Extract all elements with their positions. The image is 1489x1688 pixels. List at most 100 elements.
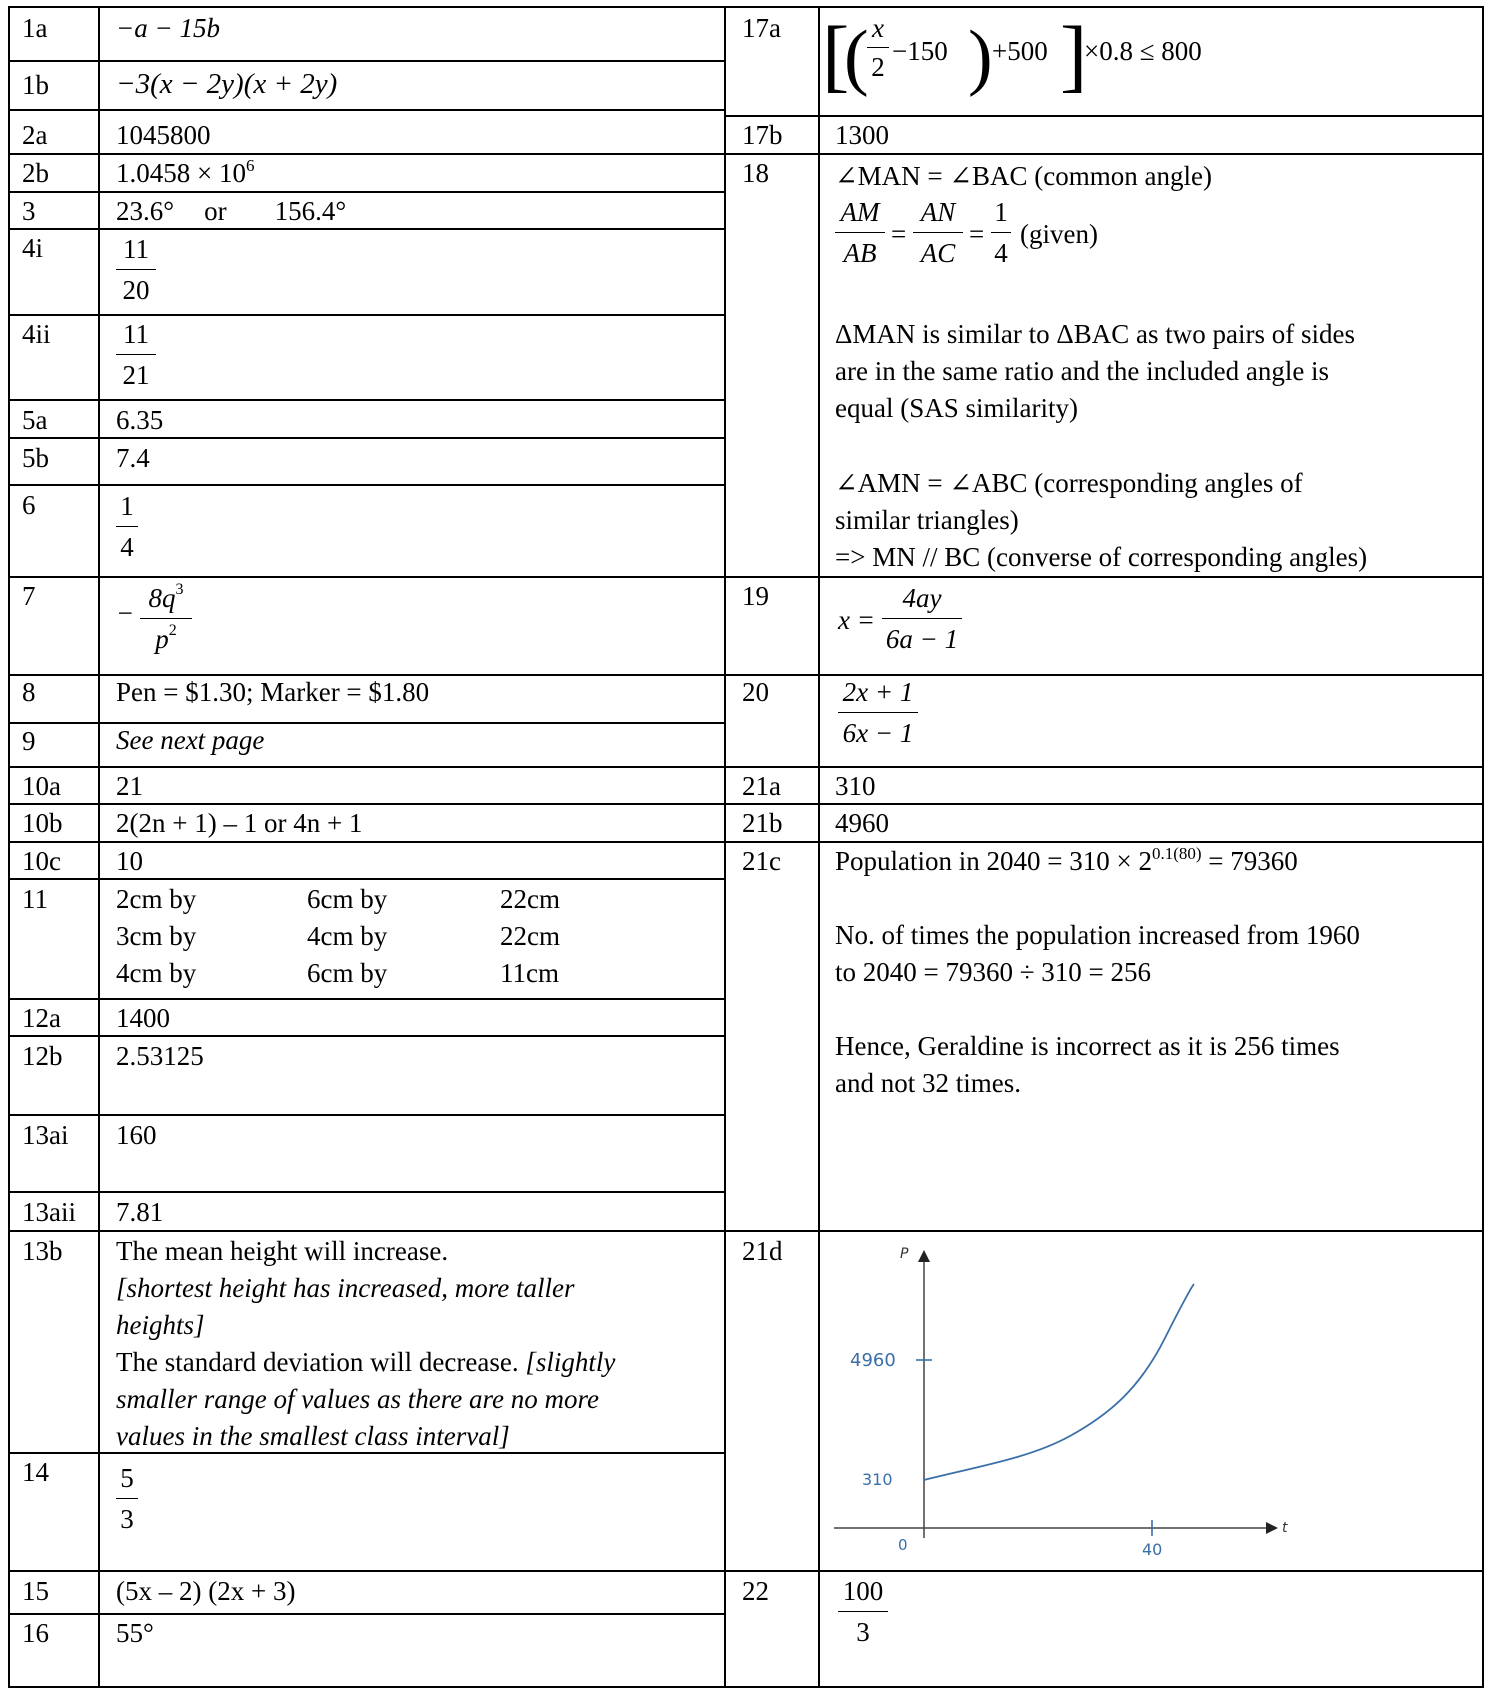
answer-11-dim: 6cm by: [307, 884, 388, 914]
answer-19: x = 4ay 6a − 1: [838, 582, 1038, 662]
answer-4i-fraction: 11 20: [116, 233, 156, 306]
question-number: 1b: [22, 70, 49, 100]
row-divider: [724, 115, 1484, 117]
table-border-left: [8, 6, 10, 1688]
graph-x-label: t: [1282, 1520, 1288, 1536]
answer-21d-graph: P t 0 4960 310 40: [834, 1246, 1288, 1558]
question-number: 14: [22, 1457, 49, 1487]
answer-13b-line: heights]: [116, 1310, 205, 1340]
graph-y-arrow: [918, 1250, 930, 1262]
answer-11-dim: 4cm by: [307, 921, 388, 951]
answer-1a: −a − 15b: [116, 13, 220, 43]
question-number: 20: [742, 677, 769, 707]
question-number: 13aii: [22, 1197, 76, 1227]
graph-y-tick-label: 4960: [850, 1350, 896, 1371]
answer-18-line: ∠AMN = ∠ABC (corresponding angles of: [835, 468, 1303, 498]
row-divider: [8, 1570, 1484, 1572]
row-divider: [8, 437, 724, 439]
question-number: 12a: [22, 1003, 61, 1033]
answer-12a: 1400: [116, 1003, 170, 1033]
row-divider: [8, 1035, 724, 1037]
row-divider: [8, 1191, 724, 1193]
answer-18-line: ΔMAN is similar to ΔBAC as two pairs of …: [835, 319, 1355, 349]
answer-17b: 1300: [835, 120, 889, 150]
question-number: 10c: [22, 846, 61, 876]
answer-21c-line: Population in 2040 = 310 × 20.1(80) = 79…: [835, 844, 1298, 877]
answer-5a: 6.35: [116, 405, 164, 435]
answer-18-line: => MN // BC (converse of corresponding a…: [835, 542, 1368, 572]
row-divider: [8, 1452, 724, 1454]
row-divider: [8, 1114, 724, 1116]
question-number: 17b: [742, 120, 783, 150]
row-divider: [8, 803, 1484, 805]
question-number: 4ii: [22, 319, 51, 349]
answer-10a: 21: [116, 771, 143, 801]
answer-13b-line: The mean height will increase.: [116, 1236, 449, 1266]
answer-13b-line: values in the smallest class interval]: [116, 1421, 510, 1451]
col-divider: [818, 6, 820, 1688]
question-number: 1a: [22, 13, 48, 43]
answer-21c-line: to 2040 = 79360 ÷ 310 = 256: [835, 957, 1152, 987]
question-number: 17a: [742, 13, 781, 43]
question-number: 15: [22, 1576, 49, 1606]
question-number: 19: [742, 581, 769, 611]
graph-y-tick-label: 310: [862, 1470, 893, 1489]
answer-13b-line: smaller range of values as there are no …: [116, 1384, 599, 1414]
question-number: 8: [22, 677, 36, 707]
answer-7-fraction: 8q3 p2: [140, 582, 192, 655]
table-border-right: [1482, 6, 1484, 1688]
question-number: 18: [742, 158, 769, 188]
graph-curve: [923, 1283, 1195, 1481]
row-divider: [8, 228, 724, 230]
answer-10c: 10: [116, 846, 143, 876]
answer-11-dim: 22cm: [500, 884, 560, 914]
answer-2a: 1045800: [116, 120, 211, 150]
answer-18-line: equal (SAS similarity): [835, 393, 1078, 423]
answer-21c-line: and not 32 times.: [835, 1068, 1021, 1098]
row-divider: [8, 191, 724, 193]
question-number: 12b: [22, 1041, 63, 1071]
row-divider: [8, 998, 724, 1000]
answer-11-dim: 3cm by: [116, 921, 197, 951]
answer-5b: 7.4: [116, 443, 150, 473]
graph-x-tick-label: 40: [1142, 1540, 1162, 1558]
answer-20-fraction: 2x + 1 6x − 1: [838, 676, 918, 749]
answer-21c-line: No. of times the population increased fr…: [835, 920, 1360, 950]
row-divider: [8, 722, 724, 724]
answer-2b: 1.0458 × 106: [116, 156, 255, 189]
answer-16: 55°: [116, 1618, 154, 1648]
row-divider: [8, 576, 1484, 578]
answer-21c-line: Hence, Geraldine is incorrect as it is 2…: [835, 1031, 1340, 1061]
row-divider: [8, 878, 724, 880]
graph-y-label: P: [900, 1246, 909, 1262]
row-divider: [8, 153, 724, 155]
question-number: 3: [22, 196, 36, 226]
answer-22-fraction: 100 3: [838, 1575, 888, 1648]
answer-1b: −3(x − 2y)(x + 2y): [116, 68, 338, 100]
answer-3: 23.6° or 156.4°: [116, 196, 347, 226]
row-divider: [8, 60, 724, 62]
answer-13aii: 7.81: [116, 1197, 164, 1227]
graph-x-arrow: [1266, 1522, 1278, 1534]
answer-11-dim: 11cm: [500, 958, 559, 988]
answer-21a: 310: [835, 771, 876, 801]
answer-13b-line: [shortest height has increased, more tal…: [116, 1273, 575, 1303]
answer-11-dim: 6cm by: [307, 958, 388, 988]
answer-18-line: are in the same ratio and the included a…: [835, 356, 1330, 386]
question-number: 13b: [22, 1236, 63, 1266]
row-divider: [8, 674, 1484, 676]
row-divider: [8, 399, 724, 401]
question-number: 5a: [22, 405, 48, 435]
answer-12b: 2.53125: [116, 1041, 204, 1071]
answer-9: See next page: [116, 725, 265, 755]
answer-18-line: similar triangles): [835, 505, 1019, 535]
question-number: 6: [22, 490, 36, 520]
question-number: 2b: [22, 158, 49, 188]
answer-7-sign: −: [116, 598, 135, 628]
question-number: 11: [22, 884, 48, 914]
answer-11-dim: 22cm: [500, 921, 560, 951]
row-divider: [724, 153, 1484, 155]
